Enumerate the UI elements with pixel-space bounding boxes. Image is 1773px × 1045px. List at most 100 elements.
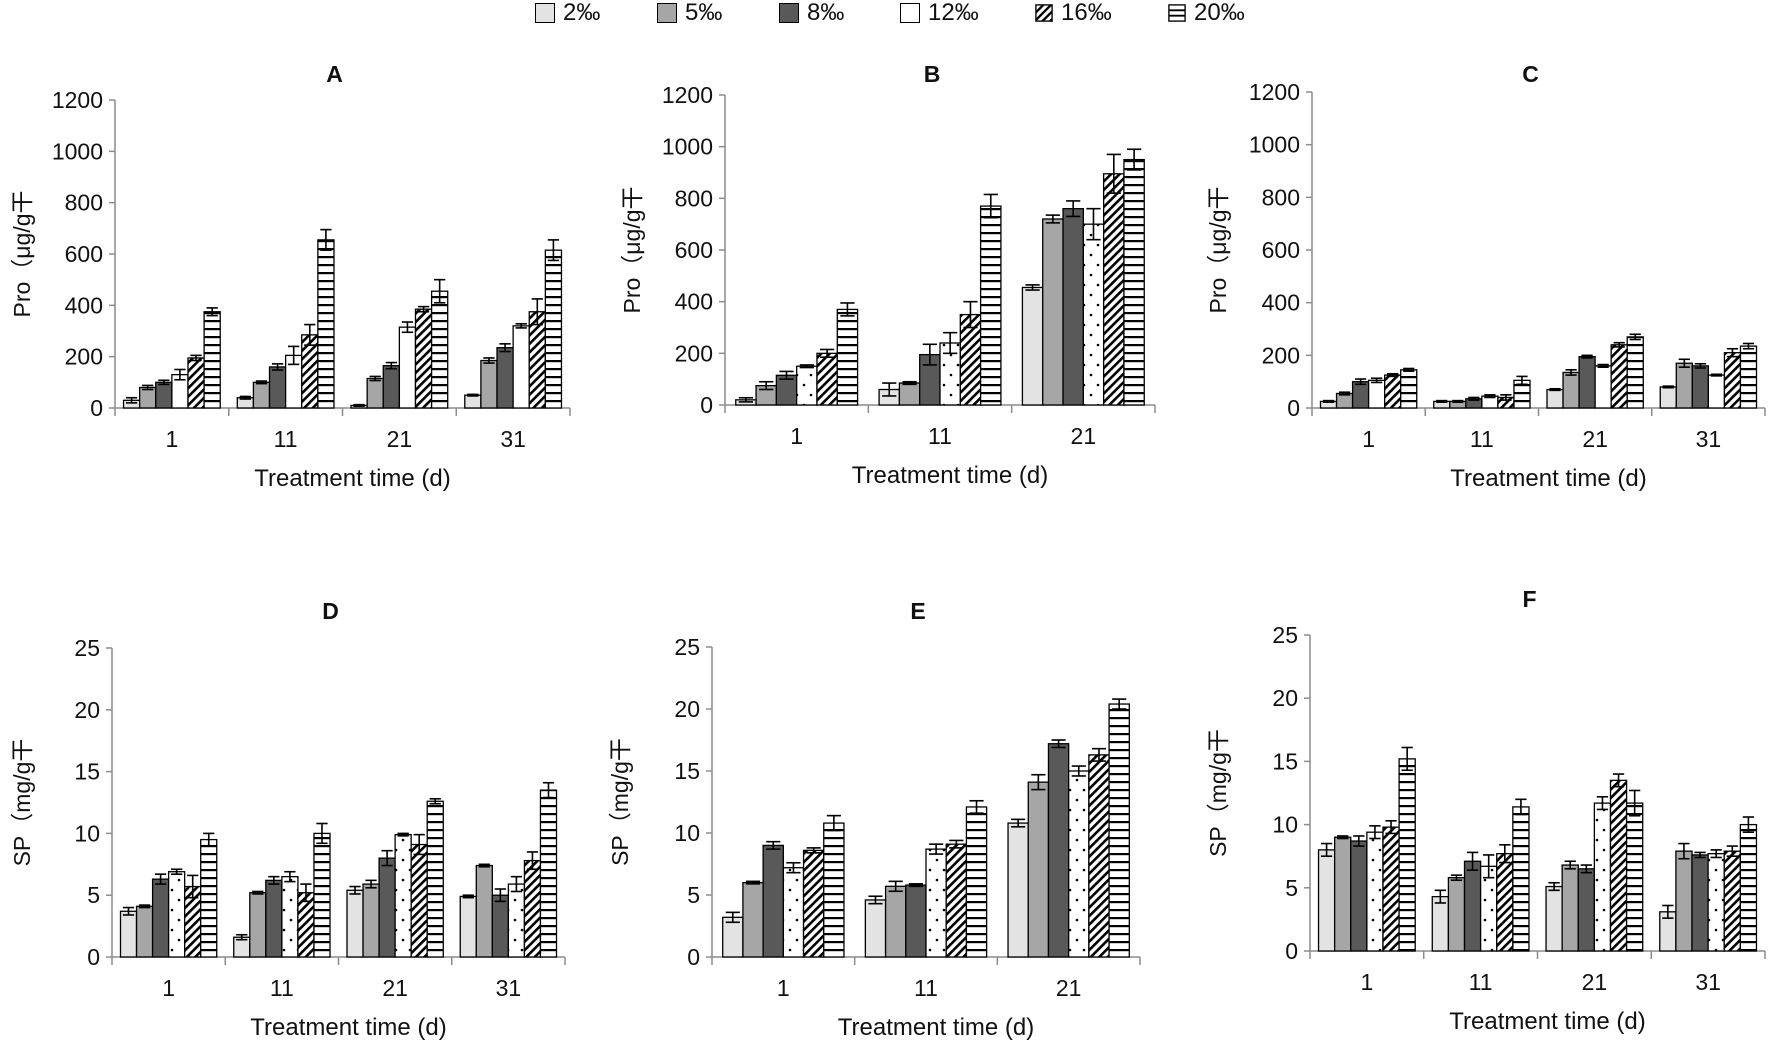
bar-c-21-8‰ [1578,355,1596,409]
x-tick-label: 11 [274,426,298,452]
bar-f-21-20‰ [1625,802,1644,952]
bar-f-1-16‰ [1382,826,1400,952]
bar-c-31-2‰ [1659,386,1677,409]
bar-c-1-20‰ [1400,369,1418,409]
x-tick-label: 1 [165,426,178,452]
bar-f-11-20‰ [1512,806,1530,952]
bar-a-21-8‰ [382,364,401,409]
bar-d-31-5‰ [475,864,493,958]
bar-e-11-8‰ [905,884,927,958]
bar-f-21-8‰ [1577,868,1596,952]
x-tick-label: 21 [1056,975,1082,1001]
bar-b-1-16‰ [816,352,838,406]
x-tick-label: 11 [1470,426,1494,452]
bar-f-21-12‰ [1593,802,1612,952]
x-tick-label: 21 [387,426,413,452]
bar-e-21-16‰ [1088,754,1110,958]
bar-d-1-20‰ [200,838,218,958]
x-axis-label: Treatment time (d) [838,1014,1035,1041]
x-axis-label: Treatment time (d) [852,462,1049,489]
legend-item-5: 5‰ [657,0,722,26]
chart-title-d: D [322,598,339,624]
legend-label-2: 2‰ [563,0,601,26]
y-tick-label: 25 [74,635,100,661]
bar-b-11-20‰ [979,205,1002,406]
x-tick-label: 1 [1362,426,1375,452]
y-tick-label: 10 [74,820,100,846]
bar-f-11-2‰ [1431,895,1450,952]
bar-e-1-8‰ [762,844,784,958]
x-axis-label: Treatment time (d) [1450,465,1647,492]
bar-a-11-5‰ [252,381,271,409]
x-tick-label: 21 [382,975,408,1001]
x-tick-label: 31 [496,975,522,1001]
bar-f-31-20‰ [1739,823,1758,952]
y-axis-label: Pro（μg/g干 [619,186,645,313]
y-tick-label: 800 [65,190,103,216]
y-tick-label: 5 [1285,875,1298,901]
legend: 2‰ 5‰ 8‰ 12‰ 16‰ 20‰ [0,0,1773,30]
legend-item-2: 2‰ [535,0,600,26]
legend-swatch-5 [657,3,677,23]
bar-d-21-12‰ [394,833,412,958]
bar-a-1-20‰ [203,311,221,409]
bar-e-21-20‰ [1108,703,1130,958]
bar-d-11-12‰ [281,876,299,958]
bar-b-21-2‰ [1021,286,1044,406]
bar-f-1-20‰ [1398,758,1416,952]
panel-d: D 0 5 10 15 20 25 SP（mg/g干 1 11 21 31 Treatment time… [0,565,590,1045]
bar-b-21-16‰ [1102,173,1125,406]
y-tick-label: 15 [1272,748,1298,774]
bar-c-21-2‰ [1546,388,1564,409]
y-tick-label: 0 [90,395,103,421]
bar-d-21-20‰ [426,800,444,958]
bar-b-21-5‰ [1042,218,1064,406]
y-axis-label: Pro（μg/g干 [1205,186,1231,313]
legend-label-12: 12‰ [928,0,979,26]
y-tick-label: 0 [1285,938,1298,964]
bar-d-11-20‰ [313,832,331,958]
bar-a-1-5‰ [138,386,157,409]
chart-title-c: C [1522,61,1539,87]
x-tick-label: 11 [270,975,294,1001]
bar-d-31-2‰ [459,895,477,958]
bar-d-31-12‰ [507,883,526,958]
y-tick-label: 20 [1272,685,1298,711]
y-tick-label: 200 [1262,342,1300,368]
bar-d-1-12‰ [167,871,186,958]
y-tick-label: 10 [674,820,700,846]
x-tick-label: 1 [790,423,803,449]
legend-item-12: 12‰ [900,0,979,26]
y-tick-label: 600 [675,237,713,263]
y-tick-label: 20 [74,697,100,723]
legend-item-16: 16‰ [1035,0,1112,26]
panel-a: A 0 200 400 600 800 1000 1200 Pro（μg/g干 1 11 21 31 Tr… [0,40,590,565]
y-tick-label: 10 [1272,812,1298,838]
y-tick-label: 5 [87,882,100,908]
bar-f-1-8‰ [1350,840,1368,952]
y-tick-label: 800 [675,185,713,211]
bar-f-31-5‰ [1675,850,1693,952]
y-axis-label: SP（mg/g干 [607,738,633,866]
bar-a-31-5‰ [480,359,498,409]
y-axis-label: Pro（μg/g干 [9,190,35,317]
y-tick-label: 0 [687,944,700,970]
bar-c-31-8‰ [1691,365,1710,409]
bar-c-31-12‰ [1707,374,1726,409]
y-tick-label: 1000 [1249,132,1300,158]
chart-title-e: E [910,598,925,624]
bar-e-11-20‰ [965,806,988,958]
chart-title-f: F [1522,586,1536,612]
bar-d-31-16‰ [523,859,542,958]
x-tick-label: 21 [1582,426,1608,452]
bar-e-1-2‰ [722,916,744,958]
bar-e-11-5‰ [884,885,907,958]
x-tick-label: 1 [777,975,790,1001]
legend-label-8: 8‰ [807,0,845,26]
chart-title-a: A [326,61,343,87]
panel-c: C 0 200 400 600 800 1000 1200 Pro（μg/g干 1 11 21 31 Tr… [1180,40,1770,565]
bar-d-11-16‰ [297,892,315,958]
